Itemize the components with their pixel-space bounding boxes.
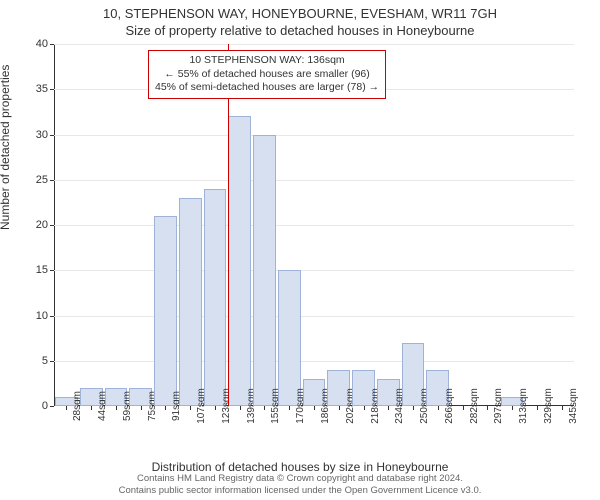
- xtick-mark: [264, 406, 265, 410]
- xtick-label: 297sqm: [487, 388, 504, 424]
- ytick-mark: [50, 44, 54, 45]
- xtick-mark: [413, 406, 414, 410]
- ytick-mark: [50, 135, 54, 136]
- grid-line: [54, 44, 574, 45]
- histogram-bar: [278, 270, 301, 406]
- ytick-mark: [50, 361, 54, 362]
- xtick-label: 329sqm: [537, 388, 554, 424]
- grid-line: [54, 135, 574, 136]
- grid-line: [54, 225, 574, 226]
- xtick-mark: [66, 406, 67, 410]
- histogram-bar: [154, 216, 177, 406]
- xtick-mark: [91, 406, 92, 410]
- xtick-mark: [339, 406, 340, 410]
- info-box: 10 STEPHENSON WAY: 136sqm← 55% of detach…: [148, 50, 386, 99]
- xtick-mark: [487, 406, 488, 410]
- chart-container: 10, STEPHENSON WAY, HONEYBOURNE, EVESHAM…: [0, 0, 600, 500]
- title-main: 10, STEPHENSON WAY, HONEYBOURNE, EVESHAM…: [0, 0, 600, 21]
- info-box-line: ← 55% of detached houses are smaller (96…: [155, 68, 379, 82]
- xtick-mark: [512, 406, 513, 410]
- xtick-mark: [215, 406, 216, 410]
- xtick-mark: [364, 406, 365, 410]
- ytick-mark: [50, 180, 54, 181]
- grid-line: [54, 361, 574, 362]
- xtick-mark: [562, 406, 563, 410]
- ytick-mark: [50, 89, 54, 90]
- title-sub: Size of property relative to detached ho…: [0, 21, 600, 38]
- xtick-label: 282sqm: [463, 388, 480, 424]
- xtick-mark: [116, 406, 117, 410]
- footer-attribution: Contains HM Land Registry data © Crown c…: [0, 473, 600, 496]
- grid-line: [54, 180, 574, 181]
- footer-line2: Contains public sector information licen…: [0, 485, 600, 496]
- xtick-mark: [438, 406, 439, 410]
- xtick-mark: [537, 406, 538, 410]
- x-axis-label: Distribution of detached houses by size …: [0, 460, 600, 474]
- xtick-label: 266sqm: [438, 388, 455, 424]
- xtick-mark: [289, 406, 290, 410]
- info-box-line: 10 STEPHENSON WAY: 136sqm: [155, 54, 379, 68]
- xtick-mark: [314, 406, 315, 410]
- info-box-line: 45% of semi-detached houses are larger (…: [155, 81, 379, 95]
- histogram-bar: [204, 189, 227, 406]
- ytick-mark: [50, 225, 54, 226]
- xtick-mark: [463, 406, 464, 410]
- y-axis-label: Number of detached properties: [0, 65, 12, 230]
- plot-area: 051015202530354028sqm44sqm59sqm75sqm91sq…: [54, 44, 574, 406]
- footer-line1: Contains HM Land Registry data © Crown c…: [0, 473, 600, 484]
- grid-line: [54, 316, 574, 317]
- ytick-mark: [50, 406, 54, 407]
- xtick-mark: [190, 406, 191, 410]
- histogram-bar: [179, 198, 202, 406]
- xtick-mark: [165, 406, 166, 410]
- xtick-mark: [240, 406, 241, 410]
- xtick-mark: [141, 406, 142, 410]
- xtick-mark: [388, 406, 389, 410]
- xtick-label: 345sqm: [562, 388, 579, 424]
- xtick-label: 313sqm: [512, 388, 529, 424]
- ytick-mark: [50, 270, 54, 271]
- grid-line: [54, 270, 574, 271]
- ytick-mark: [50, 316, 54, 317]
- histogram-bar: [253, 135, 276, 407]
- histogram-bar: [228, 116, 251, 406]
